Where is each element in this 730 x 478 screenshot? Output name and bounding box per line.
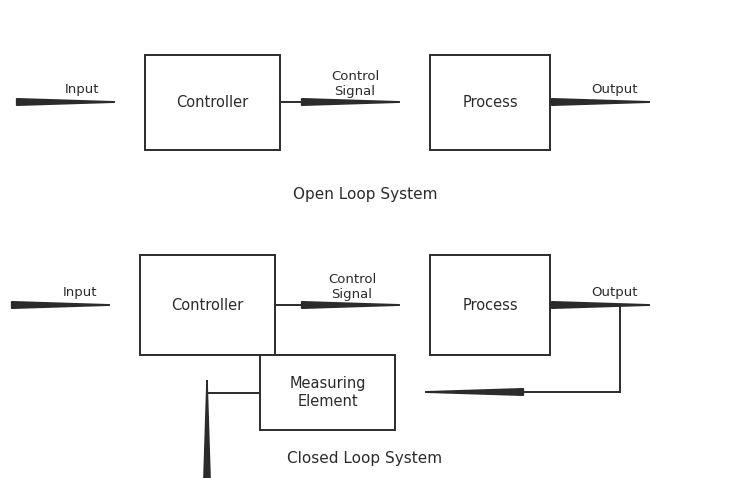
Text: Input: Input	[65, 83, 99, 96]
Text: Output: Output	[591, 286, 637, 299]
Bar	[260, 355, 395, 430]
Text: Closed Loop System: Closed Loop System	[288, 450, 442, 466]
Text: Process: Process	[462, 95, 518, 110]
Text: Input: Input	[63, 286, 97, 299]
Text: Controller: Controller	[177, 95, 249, 110]
Text: Output: Output	[591, 83, 637, 96]
Bar	[430, 255, 550, 355]
Text: Measuring
Element: Measuring Element	[289, 376, 366, 409]
Bar	[430, 55, 550, 150]
Text: Controller: Controller	[172, 297, 244, 313]
Text: Open Loop System: Open Loop System	[293, 187, 437, 203]
Text: Control
Signal: Control Signal	[331, 70, 379, 98]
Bar	[145, 55, 280, 150]
Text: Control
Signal: Control Signal	[328, 273, 376, 301]
Bar	[140, 255, 275, 355]
Text: Process: Process	[462, 297, 518, 313]
